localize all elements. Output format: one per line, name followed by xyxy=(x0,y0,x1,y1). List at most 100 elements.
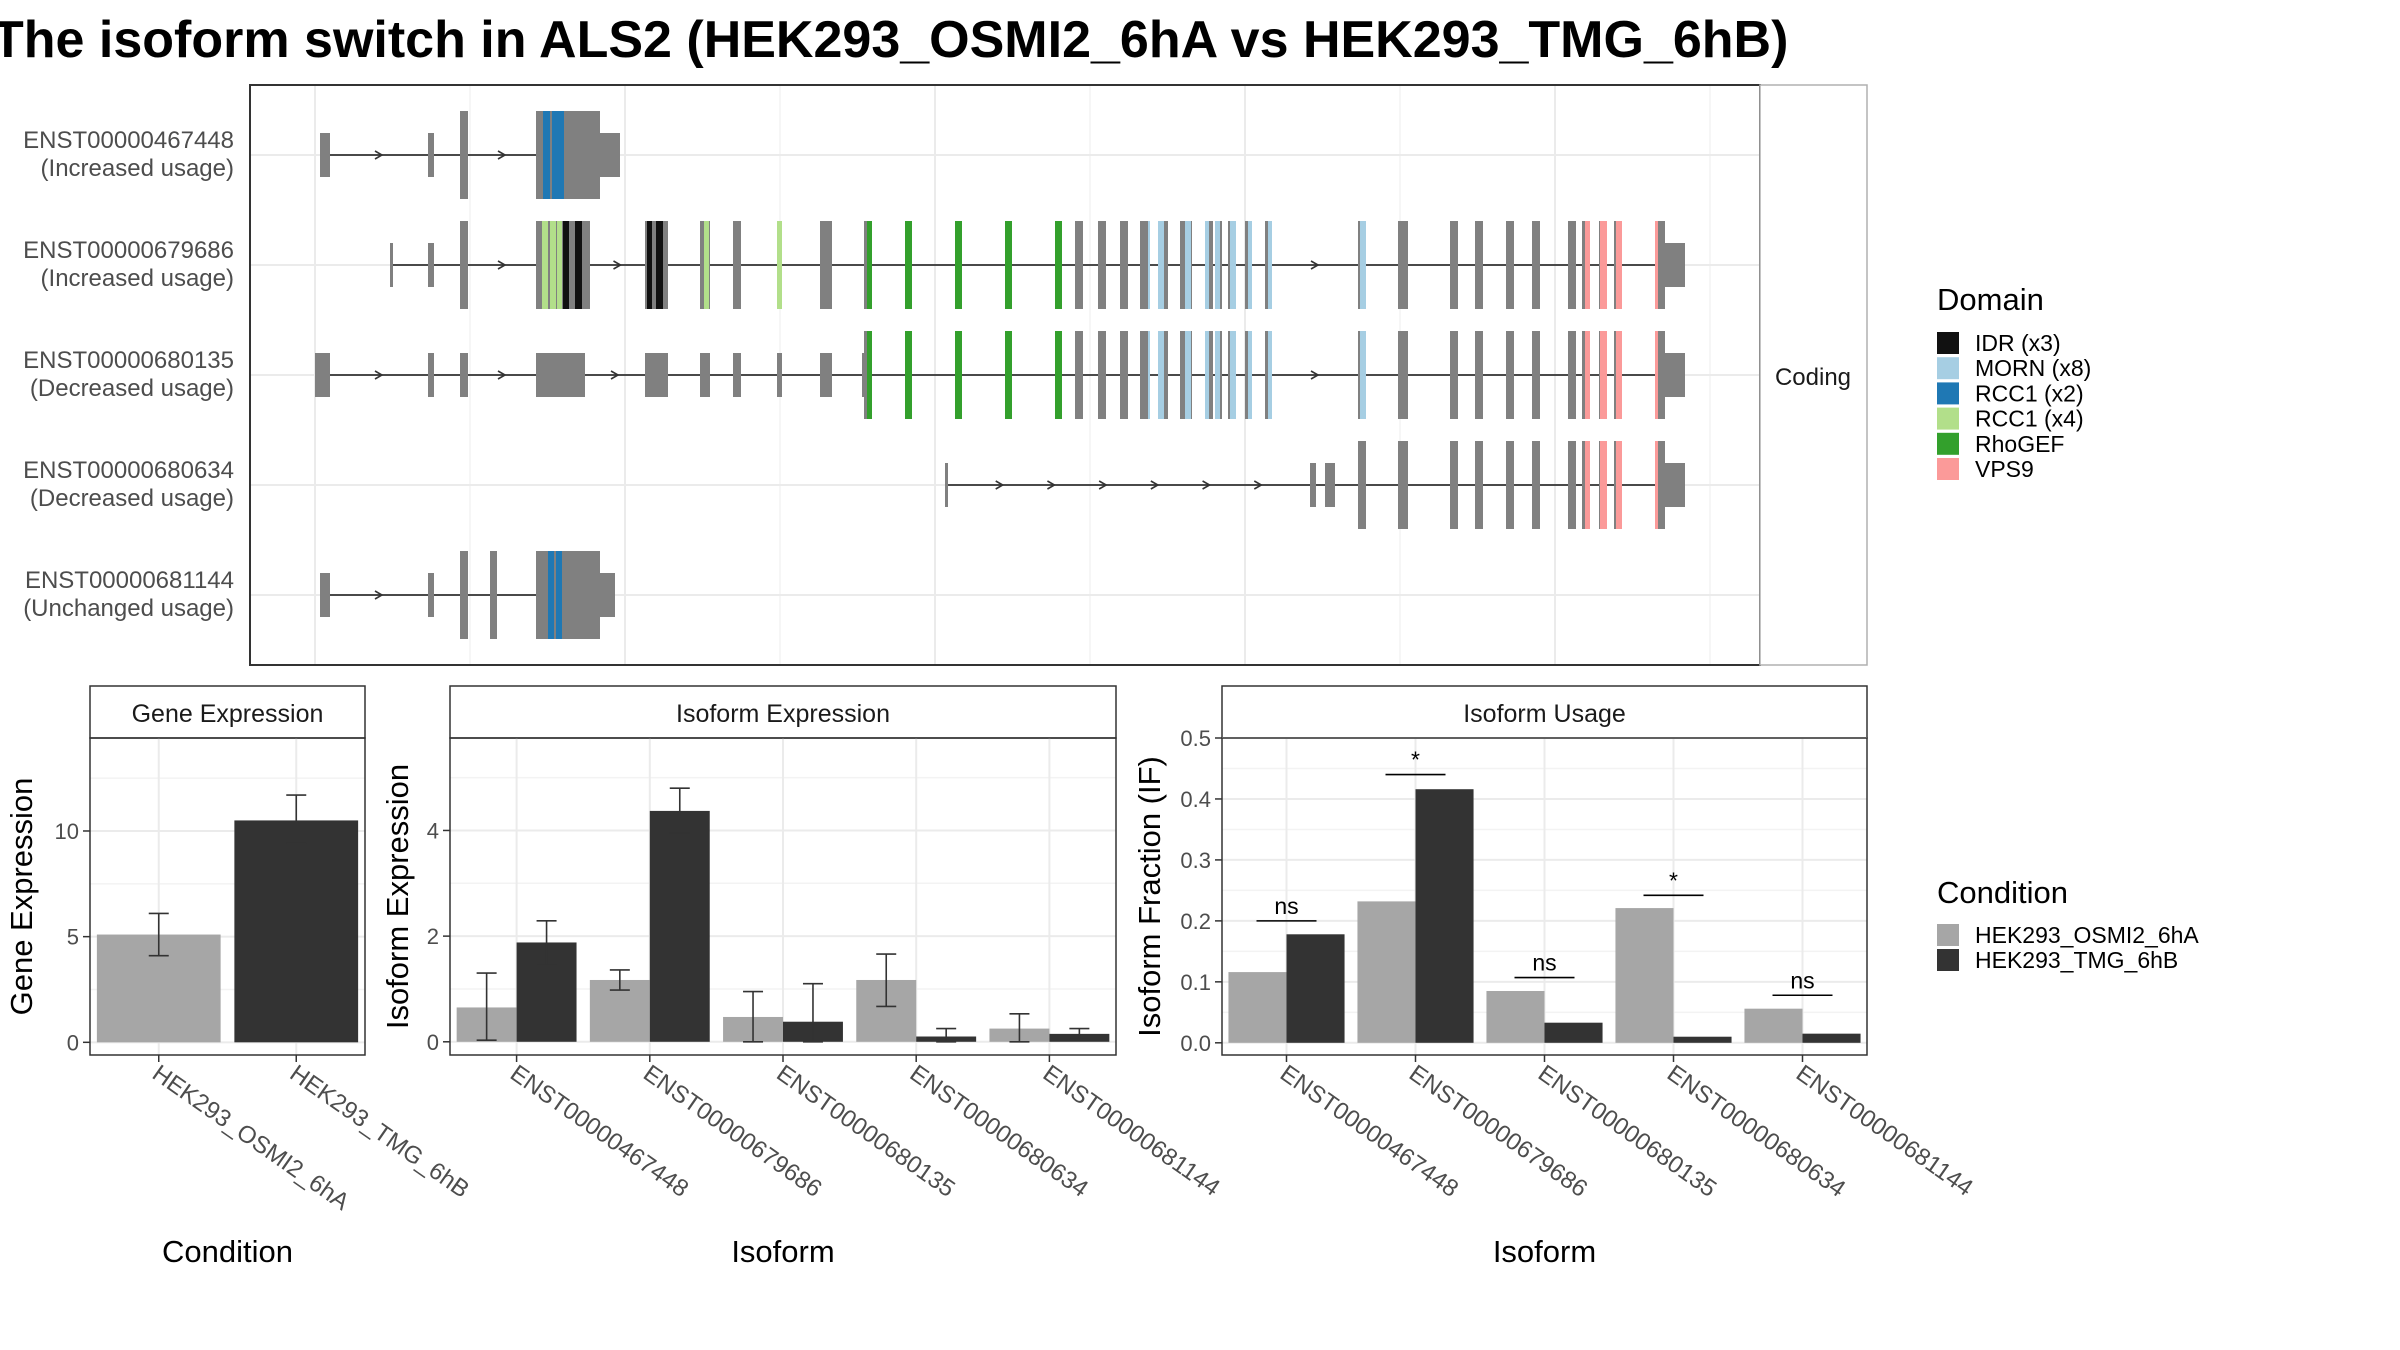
strand-arrow xyxy=(1098,480,1108,490)
coding-exon xyxy=(1532,441,1540,529)
facet-strip xyxy=(1759,84,1868,666)
utr-exon xyxy=(428,243,434,287)
domain-segment xyxy=(558,111,564,199)
utr-exon xyxy=(320,133,330,177)
panel-strip xyxy=(1221,685,1868,739)
domain-segment xyxy=(1616,331,1622,419)
coding-exon xyxy=(1450,221,1458,309)
strand-arrow xyxy=(995,480,1005,490)
isoform-id-label: ENST00000467448 xyxy=(23,127,234,154)
domain-segment xyxy=(704,221,709,309)
strand-arrow xyxy=(1150,480,1160,490)
strand-arrow xyxy=(1310,260,1320,270)
coding-exon xyxy=(460,551,468,639)
coding-exon xyxy=(1450,331,1458,419)
bar xyxy=(1615,908,1674,1043)
x-axis-title: Isoform xyxy=(731,1234,834,1269)
y-tick-label: 0 xyxy=(67,1030,79,1055)
utr-exon xyxy=(820,353,832,397)
coding-exon xyxy=(1075,331,1083,419)
domain-segment xyxy=(647,221,652,309)
domain-segment xyxy=(1230,221,1236,309)
panel-strip-label: Isoform Usage xyxy=(1463,700,1626,728)
domain-segment xyxy=(556,551,562,639)
domain-segment xyxy=(550,221,556,309)
domain-segment xyxy=(1268,221,1272,309)
domain-segment xyxy=(557,221,562,309)
utr-exon xyxy=(428,133,434,177)
coding-exon xyxy=(1398,441,1408,529)
domain-legend-key xyxy=(1937,458,1959,480)
domain-legend-key xyxy=(1937,357,1959,380)
bar xyxy=(1486,990,1545,1043)
domain-segment xyxy=(1585,221,1590,309)
condition-legend-title: Condition xyxy=(1937,875,2068,910)
x-axis-title: Condition xyxy=(162,1234,293,1269)
domain-legend-key xyxy=(1937,332,1959,354)
isoform-usage-label: (Increased usage) xyxy=(41,265,234,292)
facet-strip-label: Coding xyxy=(1775,364,1851,391)
y-tick-label: 0 xyxy=(427,1030,439,1055)
domain-segment xyxy=(1600,331,1607,419)
condition-legend-key xyxy=(1937,924,1959,946)
coding-exon xyxy=(1475,331,1483,419)
y-tick-label: 0.0 xyxy=(1180,1031,1211,1056)
domain-segment xyxy=(905,221,912,309)
bar xyxy=(1357,901,1416,1043)
bar xyxy=(1744,1008,1803,1043)
coding-exon xyxy=(1450,441,1458,529)
strand-arrow xyxy=(1310,370,1320,380)
bar xyxy=(234,820,359,1043)
y-axis-title: Isoform Fraction (IF) xyxy=(1132,756,1167,1037)
utr-exon xyxy=(390,243,393,287)
y-tick-label: 0.4 xyxy=(1180,787,1211,812)
significance-label: ns xyxy=(1532,950,1556,976)
domain-segment xyxy=(1158,221,1164,309)
utr-exon xyxy=(777,353,782,397)
bar xyxy=(1673,1036,1732,1043)
utr-exon xyxy=(700,353,710,397)
domain-segment xyxy=(867,331,872,419)
utr-exon xyxy=(536,353,585,397)
coding-exon xyxy=(1532,221,1540,309)
domain-legend-key xyxy=(1937,382,1959,405)
significance-label: ns xyxy=(1274,893,1298,919)
isoform-id-label: ENST00000680135 xyxy=(23,347,234,374)
domain-segment xyxy=(1215,221,1220,309)
utr-exon xyxy=(1665,353,1685,397)
domain-segment xyxy=(1158,331,1164,419)
domain-segment xyxy=(1655,221,1658,309)
y-axis-title: Gene Expression xyxy=(4,778,39,1016)
utr-exon xyxy=(945,463,948,507)
domain-segment xyxy=(1585,331,1590,419)
domain-segment xyxy=(1655,441,1658,529)
coding-exon xyxy=(1568,221,1576,309)
coding-exon xyxy=(1506,221,1514,309)
transcript-structure-panel: ENST00000467448 (Increased usage) ENST0000… xyxy=(23,84,1868,666)
condition-legend-key xyxy=(1937,949,1959,971)
utr-exon xyxy=(428,353,434,397)
domain-segment xyxy=(905,331,912,419)
coding-exon xyxy=(1532,331,1540,419)
y-tick-label: 0.1 xyxy=(1180,970,1211,995)
domain-segment xyxy=(1248,221,1252,309)
isoform-usage-panel: Isoform Usagens*ns*ns0.00.10.20.30.40.5E… xyxy=(1132,685,1978,1269)
isoform-usage-label: (Decreased usage) xyxy=(30,485,234,512)
coding-exon xyxy=(460,111,468,199)
strand-arrow xyxy=(613,260,623,270)
y-tick-label: 0.5 xyxy=(1180,726,1211,751)
bar xyxy=(1286,934,1345,1043)
coding-exon xyxy=(1475,441,1483,529)
y-tick-label: 0.2 xyxy=(1180,909,1211,934)
domain-legend-key xyxy=(1937,432,1959,455)
domain-segment xyxy=(542,221,548,309)
domain-segment xyxy=(1185,221,1191,309)
strand-arrow xyxy=(1202,480,1212,490)
isoform-expression-panel: Isoform Expression024ENST00000467448ENST… xyxy=(380,685,1225,1269)
coding-exon xyxy=(1140,221,1148,309)
domain-legend: Domain IDR (x3)MORN (x8)RCC1 (x2)RCC1 (x4… xyxy=(1937,282,2091,482)
domain-legend-label: VPS9 xyxy=(1975,456,2034,482)
domain-legend-label: MORN (x8) xyxy=(1975,355,2091,381)
domain-segment xyxy=(1360,331,1366,419)
